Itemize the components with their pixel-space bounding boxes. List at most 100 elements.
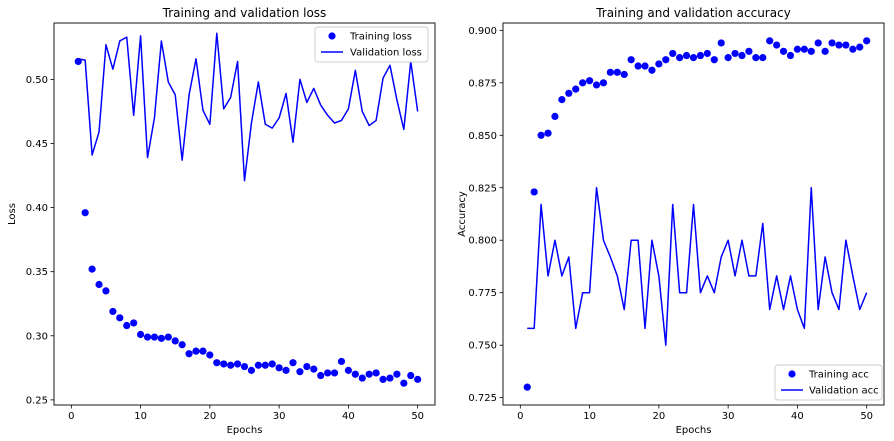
loss-training-point (254, 361, 262, 369)
accuracy-training-point (759, 54, 767, 62)
accuracy-training-point (551, 112, 559, 120)
loss-training-point (116, 314, 124, 322)
accuracy-legend-marker-training (788, 370, 796, 378)
loss-legend: Training loss Validation loss (314, 26, 429, 63)
accuracy-training-point (807, 47, 815, 55)
accuracy-y-tick-label: 0.875 (468, 78, 497, 89)
accuracy-training-point (800, 45, 808, 53)
loss-training-point (407, 371, 415, 380)
loss-training-point (102, 287, 110, 295)
accuracy-training-point (793, 45, 802, 53)
loss-x-tick-label: 0 (68, 411, 74, 422)
accuracy-training-point (572, 85, 580, 93)
accuracy-y-ticks: 0.725 0.750 0.775 0.800 0.825 0.850 0.875 0.900 (468, 26, 503, 404)
loss-training-point (330, 369, 339, 377)
loss-training-point (233, 360, 242, 368)
accuracy-y-tick-label: 0.800 (468, 236, 497, 247)
loss-x-tick-label: 50 (411, 411, 424, 422)
accuracy-training-point (696, 51, 705, 60)
loss-training-point (136, 330, 145, 339)
accuracy-training-point (724, 54, 732, 62)
loss-training-point (282, 366, 290, 374)
loss-legend-label-validation: Validation loss (350, 48, 422, 59)
accuracy-legend-label-training: Training acc (808, 370, 869, 381)
loss-training-point (275, 364, 283, 372)
loss-training-point (150, 333, 159, 341)
loss-training-point (247, 366, 256, 374)
accuracy-training-point (558, 96, 566, 104)
loss-legend-label-training: Training loss (349, 32, 412, 43)
accuracy-training-point (828, 39, 836, 47)
accuracy-x-tick-label: 0 (517, 411, 523, 422)
loss-training-point (289, 359, 297, 367)
accuracy-x-tick-label: 20 (652, 411, 665, 422)
accuracy-x-axis-label: Epochs (676, 425, 712, 436)
loss-y-tick-label: 0.35 (26, 267, 48, 278)
loss-y-axis-label: Loss (7, 203, 18, 225)
loss-training-point (81, 209, 89, 217)
loss-training-point (178, 341, 186, 349)
accuracy-training-point (745, 47, 753, 55)
loss-training-point (393, 370, 401, 378)
loss-legend-box (314, 26, 429, 63)
loss-training-point (414, 375, 422, 383)
accuracy-y-tick-label: 0.775 (468, 288, 497, 299)
accuracy-plot-frame (502, 22, 885, 406)
accuracy-x-tick-label: 50 (860, 411, 873, 422)
accuracy-training-point (634, 62, 642, 70)
accuracy-training-point (710, 56, 718, 64)
accuracy-training-point (655, 60, 663, 68)
accuracy-training-point (599, 79, 608, 87)
loss-training-point (351, 370, 359, 378)
loss-training-point (88, 265, 96, 273)
loss-plot-marks (74, 32, 422, 387)
loss-training-point (95, 280, 103, 289)
accuracy-training-point (738, 51, 746, 60)
accuracy-training-point (863, 37, 871, 45)
loss-y-tick-label: 0.30 (26, 331, 48, 342)
loss-training-point (324, 369, 332, 377)
accuracy-training-point (731, 49, 739, 58)
accuracy-training-point (779, 47, 788, 55)
loss-training-point (358, 374, 366, 382)
accuracy-x-ticks: 0 10 20 30 40 50 (517, 405, 873, 422)
loss-y-tick-label: 0.50 (26, 75, 48, 86)
loss-plot-frame (53, 22, 436, 406)
loss-training-point (130, 319, 138, 327)
accuracy-y-tick-label: 0.725 (468, 393, 497, 404)
accuracy-training-point (662, 56, 670, 64)
accuracy-training-point (620, 70, 628, 79)
loss-x-tick-label: 30 (273, 411, 286, 422)
loss-legend-marker-training (328, 32, 336, 40)
loss-training-point (317, 371, 325, 380)
loss-training-point (240, 362, 249, 371)
accuracy-training-point (766, 37, 774, 45)
accuracy-x-tick-label: 30 (722, 411, 735, 422)
accuracy-y-tick-label: 0.825 (468, 183, 497, 194)
accuracy-training-point (849, 45, 857, 53)
loss-training-point (199, 347, 207, 355)
accuracy-y-tick-label: 0.750 (468, 341, 497, 352)
accuracy-legend-box (774, 364, 883, 401)
loss-training-point (206, 351, 214, 359)
accuracy-training-point (856, 43, 864, 51)
loss-training-point (344, 366, 353, 374)
accuracy-training-point (579, 79, 587, 87)
accuracy-x-tick-label: 10 (583, 411, 596, 422)
loss-y-tick-label: 0.40 (26, 203, 48, 214)
loss-training-point (192, 347, 200, 355)
loss-training-point (372, 369, 380, 377)
loss-training-point (157, 334, 165, 342)
accuracy-training-point (689, 54, 698, 62)
accuracy-training-point (585, 77, 594, 85)
accuracy-training-point (606, 68, 614, 76)
accuracy-training-point (821, 47, 829, 55)
loss-x-tick-label: 40 (342, 411, 355, 422)
accuracy-training-point (703, 49, 711, 58)
accuracy-training-point (544, 129, 552, 137)
loss-training-point (171, 337, 179, 345)
loss-training-point (220, 360, 228, 368)
loss-training-point (109, 307, 117, 316)
